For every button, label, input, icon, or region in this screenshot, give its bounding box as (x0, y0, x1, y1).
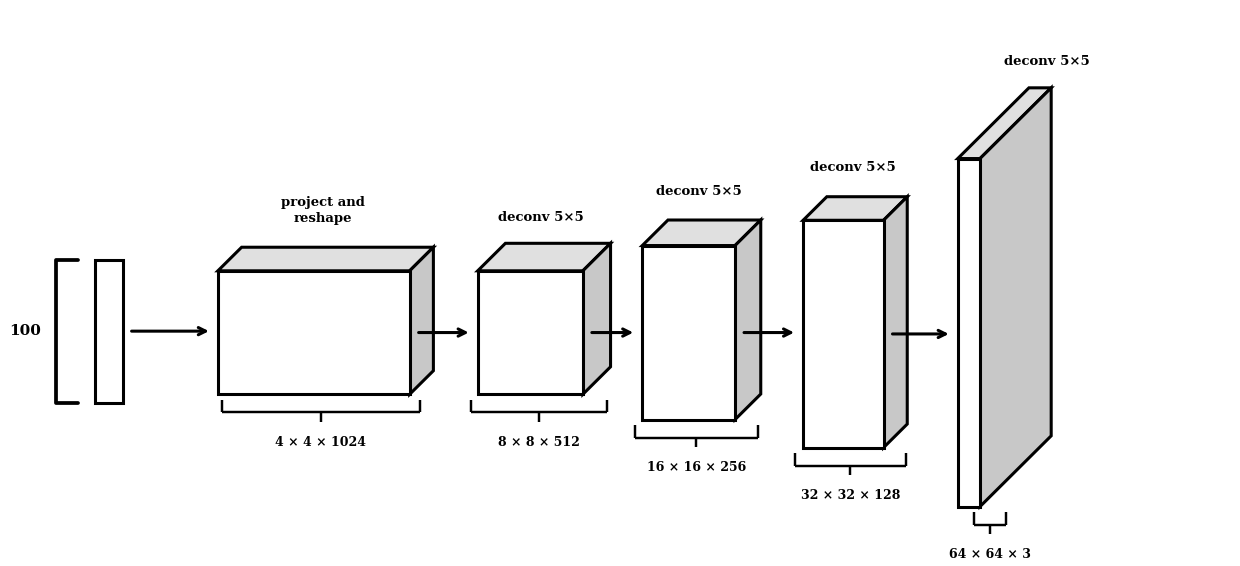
Polygon shape (642, 220, 761, 246)
Polygon shape (95, 260, 123, 403)
Polygon shape (218, 271, 409, 395)
Polygon shape (583, 243, 610, 395)
Text: 16 × 16 × 256: 16 × 16 × 256 (647, 461, 746, 474)
Text: 4 × 4 × 1024: 4 × 4 × 1024 (275, 436, 366, 449)
Polygon shape (409, 247, 434, 395)
Polygon shape (218, 247, 434, 271)
Polygon shape (642, 246, 735, 419)
Polygon shape (735, 220, 761, 419)
Text: 8 × 8 × 512: 8 × 8 × 512 (497, 436, 579, 449)
Polygon shape (804, 220, 884, 448)
Text: 100: 100 (9, 324, 41, 338)
Polygon shape (957, 88, 1052, 158)
Polygon shape (477, 271, 583, 395)
Text: 64 × 64 × 3: 64 × 64 × 3 (950, 548, 1032, 561)
Text: 32 × 32 × 128: 32 × 32 × 128 (801, 490, 900, 503)
Polygon shape (804, 197, 908, 220)
Polygon shape (477, 243, 610, 271)
Text: project and
reshape: project and reshape (281, 196, 366, 225)
Text: deconv 5×5: deconv 5×5 (1004, 55, 1090, 68)
Text: deconv 5×5: deconv 5×5 (810, 161, 895, 174)
Polygon shape (980, 88, 1052, 507)
Polygon shape (957, 158, 980, 507)
Polygon shape (884, 197, 908, 448)
Text: deconv 5×5: deconv 5×5 (498, 211, 584, 224)
Text: deconv 5×5: deconv 5×5 (656, 185, 742, 198)
